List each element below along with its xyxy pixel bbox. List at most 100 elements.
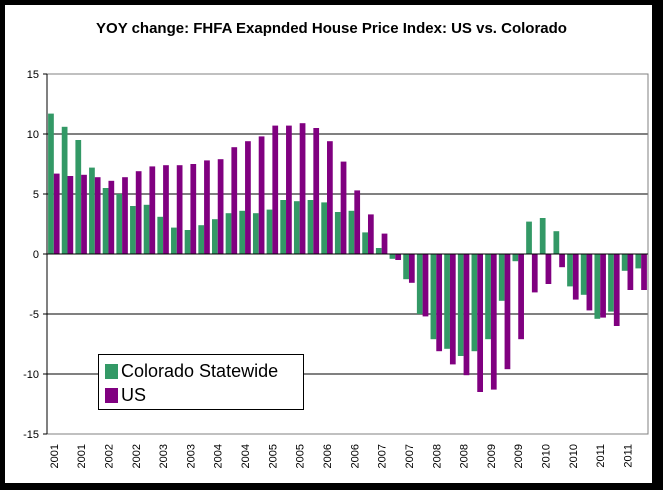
x-tick-label: 2009 (513, 444, 525, 468)
bar-us (545, 254, 552, 284)
bar-colorado (348, 210, 355, 254)
bar-colorado (635, 254, 642, 269)
bar-us (299, 123, 306, 254)
bar-colorado (48, 113, 54, 254)
y-tick-label: 5 (33, 189, 39, 201)
y-tick-label: 0 (33, 249, 39, 261)
bar-colorado (580, 254, 587, 295)
bar-us (354, 190, 361, 254)
bar-us (531, 254, 538, 293)
bar-us (340, 161, 347, 254)
bar-us (53, 173, 60, 254)
x-tick-label: 2005 (295, 444, 307, 468)
bar-colorado (252, 213, 259, 254)
bar-us (408, 254, 415, 283)
legend-item-us: US (105, 384, 146, 406)
x-tick-label: 2007 (404, 444, 416, 468)
bar-colorado (539, 218, 546, 254)
bar-us (367, 214, 374, 254)
x-tick-label: 2008 (431, 444, 443, 468)
bar-colorado (116, 194, 123, 254)
x-tick-label: 2005 (267, 444, 279, 468)
bar-colorado (184, 230, 191, 254)
bar-us (135, 171, 142, 254)
bar-colorado (157, 216, 164, 254)
bar-us (176, 165, 183, 254)
bar-colorado (457, 254, 464, 356)
chart-title: YOY change: FHFA Exapnded House Price In… (96, 20, 567, 37)
bar-colorado (416, 254, 423, 314)
bar-us (163, 165, 169, 254)
y-tick-label: -5 (29, 309, 39, 321)
bar-colorado (61, 126, 68, 254)
bar-us (449, 254, 456, 365)
bar-colorado (375, 248, 382, 254)
bar-us (94, 177, 101, 254)
x-tick-label: 2001 (76, 444, 88, 468)
bar-colorado (171, 227, 177, 254)
bar-us (217, 159, 224, 254)
bar-us (327, 141, 333, 254)
bar-us (477, 254, 483, 392)
bar-us (559, 254, 565, 268)
axes (43, 73, 649, 435)
bar-us (67, 176, 74, 254)
bar-colorado (512, 254, 519, 262)
bar-us (436, 254, 443, 352)
x-tick-label: 2002 (103, 444, 115, 468)
bar-colorado (212, 219, 218, 254)
bar-us (395, 254, 402, 260)
bar-colorado (321, 202, 328, 254)
bar-colorado (334, 212, 341, 254)
bar-us (231, 147, 238, 254)
legend: Colorado Statewide US (98, 354, 304, 410)
bar-colorado (102, 188, 109, 254)
bar-colorado (362, 232, 368, 254)
bar-colorado (239, 210, 246, 254)
bar-us (600, 254, 606, 318)
bar-colorado (526, 221, 532, 254)
bar-colorado (430, 254, 437, 340)
bar-us (81, 174, 87, 254)
x-tick-label: 2007 (377, 444, 389, 468)
bar-colorado (403, 254, 409, 280)
x-tick-label: 2006 (322, 444, 334, 468)
bar-us (313, 128, 320, 254)
bar-us (286, 125, 292, 254)
bar-us (504, 254, 511, 370)
bar-us (586, 254, 593, 311)
bar-us (518, 254, 524, 340)
bar-us (108, 180, 115, 254)
bar-us (381, 233, 388, 254)
x-tick-label: 2006 (349, 444, 361, 468)
bar-colorado (553, 231, 560, 254)
x-tick-label: 2003 (185, 444, 197, 468)
bars (48, 113, 647, 392)
bar-colorado (608, 254, 614, 312)
bar-us (258, 136, 265, 254)
bar-colorado (143, 204, 150, 254)
x-tick-labels: 2001 2001 2002 2002 2003 2003 2004 2004 2005 2005… (49, 444, 635, 468)
bar-colorado (280, 200, 287, 254)
x-tick-label: 2004 (213, 444, 225, 468)
bar-colorado (444, 254, 450, 349)
x-tick-label: 2011 (623, 444, 635, 468)
x-tick-label: 2010 (568, 444, 580, 468)
bar-us (641, 254, 647, 290)
bar-colorado (389, 254, 396, 259)
legend-item-colorado: Colorado Statewide (105, 360, 278, 382)
bar-us (245, 141, 251, 254)
bar-colorado (307, 200, 314, 254)
bar-colorado (75, 140, 82, 254)
bar-us (204, 160, 210, 254)
legend-label-us: US (121, 384, 147, 405)
bar-us (272, 125, 279, 254)
bar-us (490, 254, 497, 390)
x-tick-label: 2008 (459, 444, 471, 468)
bar-us (463, 254, 470, 376)
bar-colorado (498, 254, 505, 301)
bar-us (190, 164, 197, 254)
bar-colorado (293, 201, 300, 254)
bar-colorado (198, 225, 205, 254)
